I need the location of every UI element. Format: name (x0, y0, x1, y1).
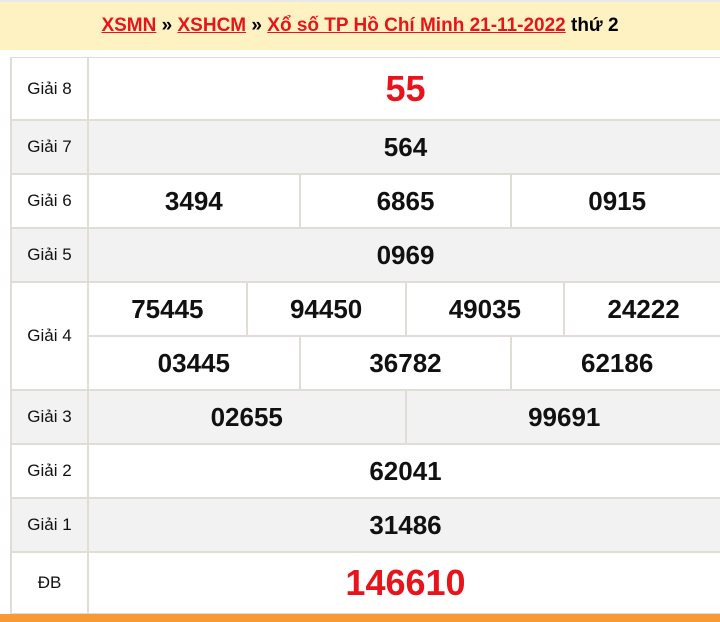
prize-number: 36782 (298, 337, 511, 389)
table-row: Giải 4 75445 94450 49035 24222 03445 36782 6218… (12, 283, 720, 391)
prize-label: Giải 3 (12, 391, 89, 443)
prize-label: Giải 6 (12, 175, 89, 227)
prize-number: 49035 (404, 283, 564, 335)
table-row: Giải 2 62041 (12, 445, 720, 499)
separator: » (251, 15, 262, 36)
link-xshcm[interactable]: XSHCM (177, 15, 247, 36)
prize-number: 75445 (131, 293, 204, 324)
prize-number: 02655 (210, 401, 283, 432)
number-line: 03445 36782 62186 (89, 335, 720, 389)
prize-label: Giải 2 (12, 445, 89, 497)
results-table: Giải 8 55 Giải 7 564 Giải 6 3494 6865 0915 Giải … (10, 57, 720, 615)
number-line: 75445 94450 49035 24222 (89, 283, 720, 335)
separator: » (161, 15, 173, 36)
number-line: 564 (89, 121, 720, 173)
link-result-date[interactable]: Xổ số TP Hồ Chí Minh 21-11-2022 (267, 15, 566, 36)
table-row: Giải 1 31486 (12, 499, 720, 553)
number-line: 146610 (89, 553, 720, 613)
prize-number: 99691 (404, 391, 720, 443)
prize-number: 62041 (369, 455, 442, 486)
table-row: Giải 3 02655 99691 (12, 391, 720, 445)
table-row: Giải 5 0969 (12, 229, 720, 283)
number-line: 3494 6865 0915 (89, 175, 720, 227)
prize-number: 564 (383, 131, 428, 162)
prize-number: 55 (385, 67, 426, 109)
prize-number: 03445 (157, 347, 230, 378)
table-row: Giải 6 3494 6865 0915 (12, 175, 720, 229)
number-line: 02655 99691 (89, 391, 720, 443)
prize-label: Giải 7 (12, 121, 89, 173)
prize-number: 24222 (563, 283, 720, 335)
prize-number: 3494 (164, 185, 223, 216)
table-row: Giải 8 55 (12, 58, 720, 121)
prize-number: 146610 (345, 562, 466, 603)
prize-number: 6865 (298, 175, 511, 227)
breadcrumb: XSMN » XSHCM » Xổ số TP Hồ Chí Minh 21-1… (0, 0, 720, 50)
number-line: 31486 (89, 499, 720, 551)
prize-label: Giải 4 (12, 283, 89, 389)
footer-bar (0, 614, 720, 622)
prize-label: Giải 1 (12, 499, 89, 551)
number-line: 0969 (89, 229, 720, 281)
prize-number: 94450 (245, 283, 405, 335)
number-line: 55 (89, 58, 720, 119)
prize-label: Giải 5 (12, 229, 89, 281)
prize-number: 0915 (510, 175, 720, 227)
prize-label: ĐB (12, 553, 89, 613)
prize-label: Giải 8 (12, 58, 89, 119)
number-line: 62041 (89, 445, 720, 497)
table-row: ĐB 146610 (12, 553, 720, 615)
link-xsmn[interactable]: XSMN (101, 15, 157, 36)
weekday: thứ 2 (571, 15, 619, 36)
prize-number: 0969 (376, 239, 435, 270)
prize-number: 31486 (369, 509, 442, 540)
prize-number: 62186 (510, 337, 720, 389)
table-row: Giải 7 564 (12, 121, 720, 175)
